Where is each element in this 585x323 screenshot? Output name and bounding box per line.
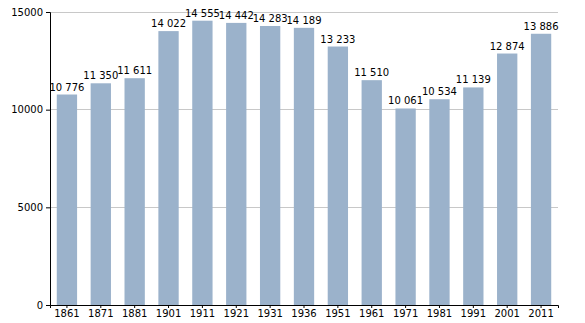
x-tick-label: 1921 [224, 308, 249, 319]
y-tick-mark [46, 207, 50, 208]
bars [57, 21, 551, 305]
y-tick: 5000 [18, 202, 50, 213]
bar [362, 80, 382, 305]
x-tick-label: 1981 [427, 308, 452, 319]
y-axis-line [46, 13, 51, 306]
data-label: 14 189 [287, 15, 322, 26]
bar [497, 54, 517, 305]
data-label: 13 233 [320, 34, 355, 45]
y-tick-label: 5000 [18, 202, 43, 213]
x-tick: 1936 [291, 305, 316, 319]
x-tick: 1901 [156, 305, 181, 319]
data-label: 10 061 [388, 95, 423, 106]
data-label: 13 886 [524, 21, 559, 32]
x-tick-label: 1901 [156, 308, 181, 319]
data-label: 14 283 [253, 13, 288, 24]
data-label: 11 350 [83, 70, 118, 81]
bar [260, 26, 280, 305]
data-label: 10 776 [49, 82, 84, 93]
bar [429, 99, 449, 305]
x-tick-label: 2001 [494, 308, 519, 319]
x-tick-label: 1951 [325, 308, 350, 319]
data-label: 11 611 [117, 65, 152, 76]
x-tick: 1881 [122, 305, 147, 319]
bar [328, 47, 348, 305]
x-tick: 1861 [54, 305, 79, 319]
y-tick: 0 [37, 300, 50, 311]
y-tick-label: 10000 [11, 104, 43, 115]
bar [294, 28, 314, 305]
data-label: 11 139 [456, 74, 491, 85]
bar [531, 34, 551, 305]
grid-line [50, 12, 558, 13]
y-tick: 15000 [11, 7, 50, 18]
bar [91, 83, 111, 305]
x-tick-label: 1971 [393, 308, 418, 319]
x-tick-label: 1961 [359, 308, 384, 319]
bar [57, 95, 77, 305]
x-tick: 1911 [190, 305, 215, 319]
x-tick-label: 1936 [291, 308, 316, 319]
x-tick: 1971 [393, 305, 418, 319]
x-tick-label: 1871 [88, 308, 113, 319]
y-tick-mark [46, 110, 50, 111]
x-tick-label: 1881 [122, 308, 147, 319]
data-label: 11 510 [354, 67, 389, 78]
x-tick: 2001 [494, 305, 519, 319]
data-label: 14 442 [219, 10, 254, 21]
x-tick: 1921 [224, 305, 249, 319]
data-label: 12 874 [490, 41, 525, 52]
x-tick-label: 1991 [461, 308, 486, 319]
y-tick-label: 15000 [11, 7, 43, 18]
data-label: 14 555 [185, 8, 220, 19]
x-tick: 1871 [88, 305, 113, 319]
y-axis: 0 5000 10000 15000 [11, 7, 50, 311]
data-labels: 10 77611 35011 611 14 02214 55514 44214 2… [49, 8, 558, 107]
x-tick: 2011 [528, 305, 553, 319]
x-tick-label: 1861 [54, 308, 79, 319]
data-label: 10 534 [422, 86, 457, 97]
x-axis: 1861 1871 1881 1901 1911 1921 1931 1936 1951 1961… [51, 305, 559, 319]
chart: 10 77611 35011 611 14 02214 55514 44214 2… [0, 0, 585, 323]
data-label: 14 022 [151, 18, 186, 29]
bar [158, 31, 178, 305]
y-tick: 10000 [11, 104, 50, 115]
bar [192, 21, 212, 305]
bar [125, 78, 145, 305]
x-tick-label: 1911 [190, 308, 215, 319]
x-tick: 1961 [359, 305, 384, 319]
plot: 10 77611 35011 611 14 02214 55514 44214 2… [11, 7, 558, 319]
bar [463, 87, 483, 305]
bar [226, 23, 246, 305]
x-tick: 1951 [325, 305, 350, 319]
y-tick-mark [46, 12, 50, 13]
x-tick: 1991 [461, 305, 486, 319]
bar [395, 108, 415, 305]
x-tick-label: 2011 [528, 308, 553, 319]
x-tick-label: 1931 [257, 308, 282, 319]
y-tick-mark [46, 305, 50, 306]
x-tick: 1931 [257, 305, 282, 319]
y-tick-label: 0 [37, 300, 43, 311]
x-tick: 1981 [427, 305, 452, 319]
grid [50, 12, 558, 305]
